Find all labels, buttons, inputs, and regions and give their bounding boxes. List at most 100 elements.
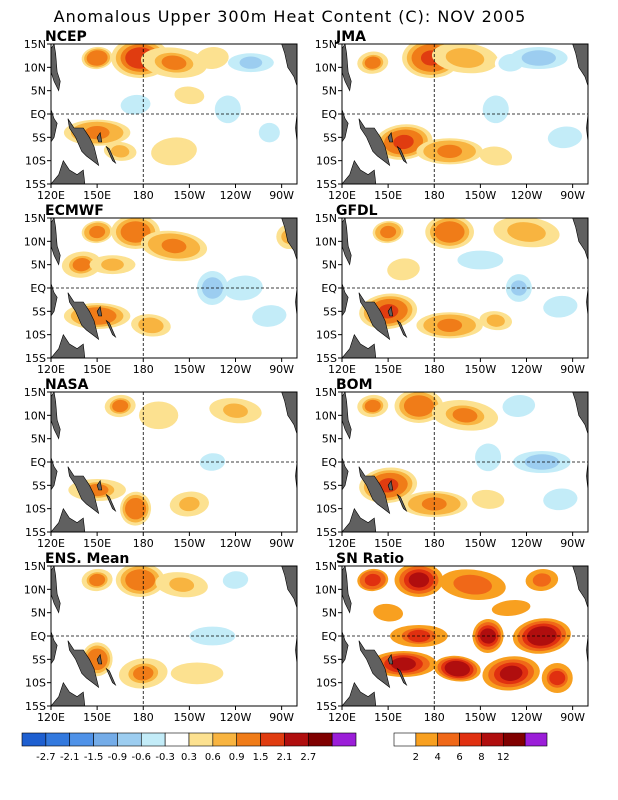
panel-title: GFDL [336,203,378,219]
anomaly-blob [479,146,513,166]
anomaly-blob [431,400,499,431]
x-tick-label: 150W [464,363,496,376]
land-polygon [105,667,117,686]
y-tick-label: 10S [316,329,337,342]
x-tick-label: 150W [173,363,205,376]
contour-level [129,572,151,588]
heat-field [357,44,583,166]
y-tick-label: 10N [315,61,337,74]
anomaly-blob [416,138,483,165]
land-polygon [342,392,352,440]
x-tick-label: 150W [464,711,496,724]
y-tick-label: 10S [316,503,337,516]
contour-level [203,51,222,65]
contour-level [112,399,129,413]
x-tick-label: 120E [37,189,65,202]
contour-level [261,478,287,492]
x-tick-label: 150E [374,189,402,202]
anomaly-blob [482,95,509,124]
contour-level [258,308,281,324]
anomaly-blob [174,86,205,105]
contour-level [486,149,505,163]
y-tick-label: 5S [32,653,46,666]
y-tick-label: 5N [322,259,337,272]
contour-level [219,101,236,117]
colorbar-swatch [524,732,548,747]
x-tick-label: 150W [173,711,205,724]
colorbar-swatch [93,732,118,747]
x-tick-label: 120W [220,363,252,376]
anomaly-blob [394,566,444,597]
contour-level [260,653,279,666]
anomaly-blob [81,568,113,592]
x-tick-label: 90W [269,711,294,724]
contour-level [261,125,278,140]
y-tick-label: 10N [315,235,337,248]
contour-level [391,657,416,671]
anomaly-blob [543,295,578,318]
anomaly-blob [115,566,165,597]
anomaly-blob [425,218,474,249]
panel-title: ECMWF [45,203,104,219]
x-tick-label: 150E [374,711,402,724]
anomaly-blob [537,485,584,514]
land-polygon [51,218,61,266]
land-polygon [342,507,377,532]
anomaly-blob [541,663,573,693]
land-mask [51,218,297,358]
x-tick-label: 180 [133,711,154,724]
x-tick-label: 180 [424,189,445,202]
y-tick-label: 5S [323,479,337,492]
land-polygon [342,218,352,266]
anomaly-blob [170,662,224,685]
colorbar-label: 2.1 [276,752,292,763]
y-tick-label: EQ [321,282,337,295]
x-tick-label: 180 [133,189,154,202]
land-polygon [387,305,394,317]
y-tick-label: 10S [25,503,46,516]
anomaly-blob [547,126,583,149]
land-polygon [96,653,103,665]
contour-level [127,501,144,517]
colorbar-label: 12 [497,752,510,763]
anomaly-blob [89,255,136,275]
colorbar-swatch [393,732,417,747]
colorbar-label: 2.7 [300,752,316,763]
land-polygon [51,392,61,440]
contour-level [394,262,413,276]
land-polygon [342,457,349,491]
contour-level [499,665,523,681]
x-tick-label: 150E [83,711,111,724]
contour-level [162,143,186,159]
y-tick-label: 10S [25,677,46,690]
y-tick-label: 5N [322,607,337,620]
colorbar-swatch [117,732,142,747]
y-tick-label: 5N [31,85,46,98]
contour-level [532,573,551,587]
land-mask [342,218,588,358]
y-tick-label: 15N [315,386,337,399]
contour-level [498,601,524,615]
colorbar-swatch [415,732,439,747]
colorbar-swatch [140,732,166,747]
colorbar-label: 0.3 [181,752,197,763]
x-tick-label: 90W [269,189,294,202]
contour-level [377,606,399,620]
anomaly-blob [140,47,208,78]
colorbar-label: 0.6 [205,752,221,763]
y-tick-label: 10N [24,61,46,74]
anomaly-blob [512,618,571,654]
heat-field [357,566,573,693]
contour-level [364,399,381,413]
anomaly-blob [431,44,499,74]
contour-level [478,493,498,506]
y-tick-label: 15N [24,560,46,573]
y-tick-label: 10S [25,155,46,168]
contour-level [487,101,504,117]
x-tick-label: 90W [560,711,585,724]
contour-level [111,145,130,158]
